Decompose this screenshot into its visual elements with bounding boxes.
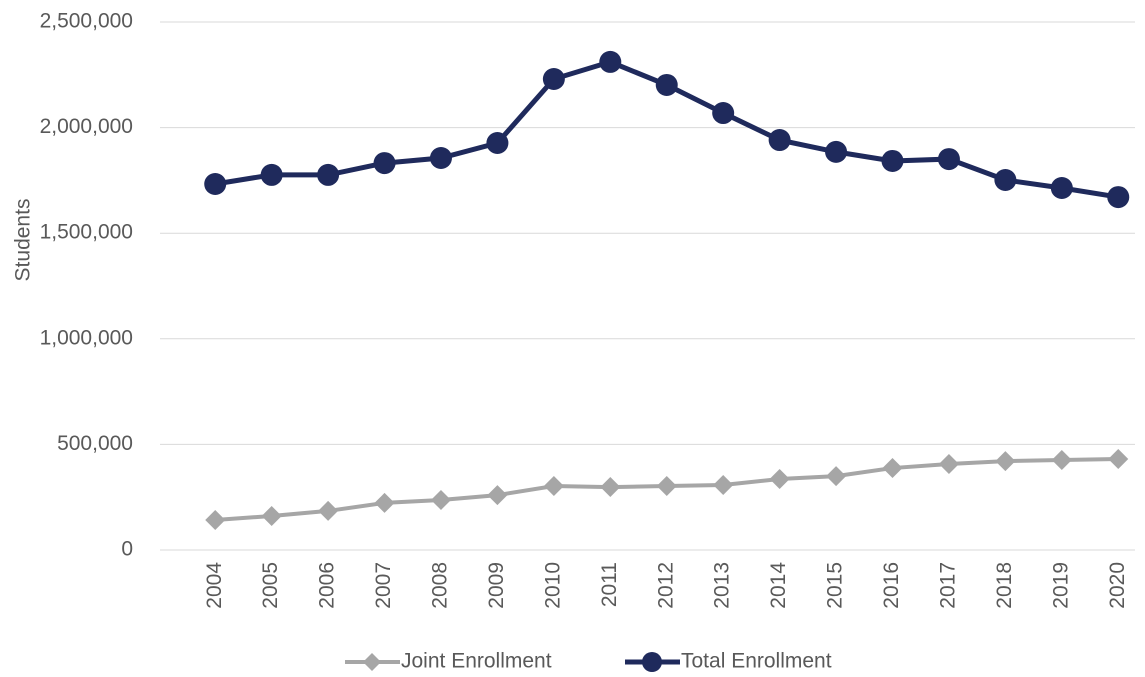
x-tick-label: 2020 (1106, 562, 1129, 609)
y-tick-label: 1,000,000 (40, 326, 133, 349)
point (543, 476, 564, 497)
y-tick-label: 500,000 (57, 432, 133, 455)
point (1108, 448, 1129, 469)
x-tick-label: 2005 (259, 562, 282, 609)
x-tick-label: 2018 (993, 562, 1016, 609)
point (995, 451, 1016, 472)
point (205, 510, 226, 531)
point (881, 149, 904, 172)
point (994, 168, 1017, 191)
x-tick-label: 2017 (936, 562, 959, 609)
x-tick-label: 2007 (372, 562, 395, 609)
point (938, 454, 959, 475)
y-tick-label: 1,500,000 (40, 221, 133, 244)
point (429, 147, 452, 170)
point (1051, 450, 1072, 471)
point (600, 477, 621, 498)
legend-label: Joint Enrollment (401, 650, 552, 673)
point (713, 474, 734, 495)
x-tick-label: 2013 (711, 562, 734, 609)
point (486, 132, 509, 155)
y-axis-label: Students (12, 199, 35, 282)
point (768, 129, 791, 152)
y-tick-label: 2,500,000 (40, 10, 133, 33)
point (542, 68, 565, 91)
point (655, 73, 678, 96)
point (487, 485, 508, 506)
point (937, 148, 960, 171)
x-tick-label: 2011 (598, 562, 621, 607)
point (599, 50, 622, 73)
point (1050, 177, 1073, 200)
x-tick-label: 2010 (541, 562, 564, 609)
x-tick-label: 2019 (1049, 562, 1072, 609)
point (317, 163, 340, 186)
point (260, 163, 283, 186)
point (363, 653, 381, 671)
x-tick-label: 2012 (654, 562, 677, 609)
x-tick-label: 2014 (767, 562, 790, 609)
point (261, 505, 282, 526)
point (769, 469, 790, 490)
y-tick-label: 0 (121, 538, 133, 561)
point (825, 140, 848, 163)
x-tick-label: 2009 (485, 562, 508, 609)
point (204, 172, 227, 195)
point (826, 466, 847, 487)
point (430, 489, 451, 510)
point (374, 492, 395, 513)
point (882, 458, 903, 479)
x-tick-label: 2004 (203, 562, 226, 609)
point (1107, 186, 1130, 209)
legend-label: Total Enrollment (681, 650, 832, 673)
x-tick-label: 2006 (316, 562, 339, 609)
point (373, 152, 396, 175)
point (656, 476, 677, 497)
x-tick-label: 2015 (824, 562, 847, 609)
point (642, 652, 662, 672)
x-tick-label: 2008 (429, 562, 452, 609)
x-tick-label: 2016 (880, 562, 903, 609)
point (318, 500, 339, 521)
point (712, 102, 735, 125)
y-tick-label: 2,000,000 (40, 115, 133, 138)
